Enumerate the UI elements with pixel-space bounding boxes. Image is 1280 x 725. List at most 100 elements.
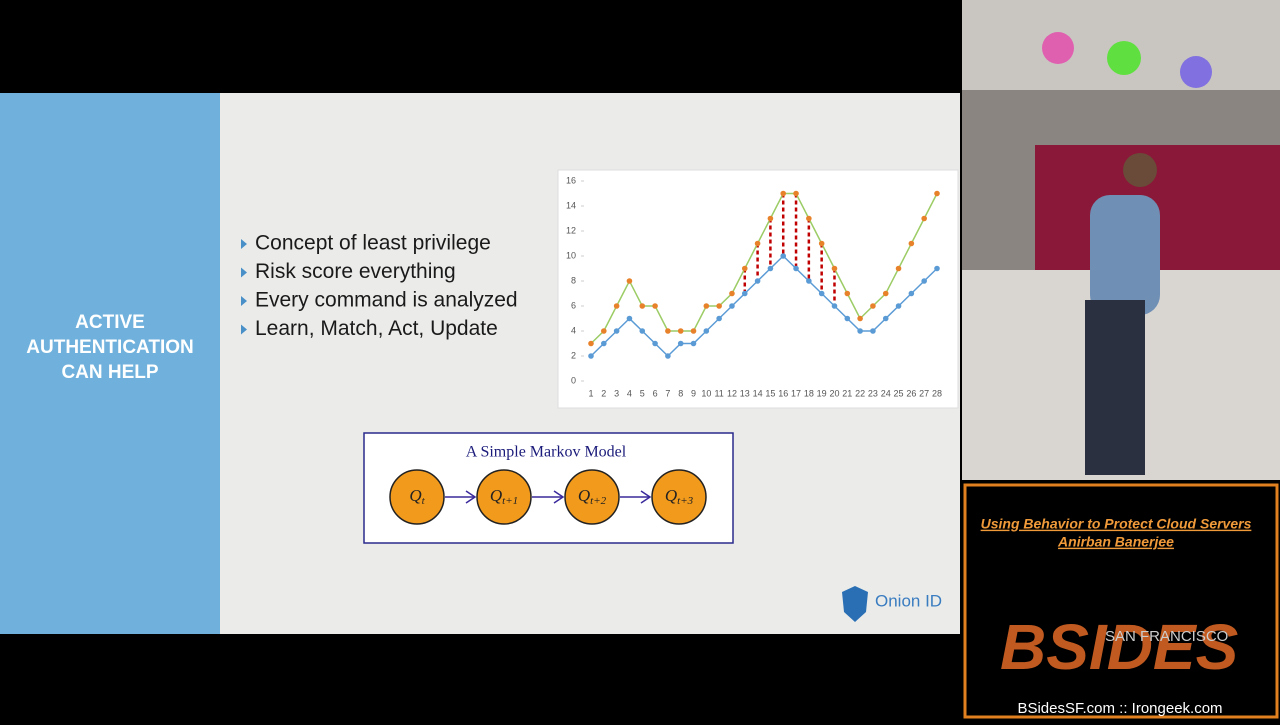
data-point: [741, 265, 748, 272]
x-tick-label: 22: [855, 388, 865, 398]
data-point: [677, 340, 684, 347]
x-tick-label: 19: [817, 388, 827, 398]
data-point: [857, 328, 863, 334]
y-tick-label: 2: [571, 350, 576, 360]
data-point: [652, 303, 658, 309]
data-point: [882, 315, 889, 322]
data-point: [831, 265, 838, 272]
data-point: [818, 240, 825, 247]
arrow-head: [465, 490, 477, 504]
data-point: [806, 278, 812, 284]
x-tick-label: 21: [842, 388, 852, 398]
data-point: [806, 215, 812, 222]
node-symbol: Q: [490, 486, 502, 505]
data-point: [626, 278, 633, 284]
talk-footer: BSidesSF.com :: Irongeek.com: [1017, 700, 1222, 717]
data-point: [754, 240, 761, 247]
x-tick-label: 10: [701, 388, 711, 398]
node-symbol: Q: [665, 486, 677, 505]
data-point: [601, 340, 607, 347]
x-tick-label: 7: [665, 388, 670, 398]
data-point: [652, 340, 658, 347]
data-point: [741, 290, 748, 297]
data-point: [729, 303, 735, 309]
data-point: [818, 290, 825, 297]
data-point: [716, 303, 722, 309]
speaker-legs: [1085, 300, 1145, 475]
stage-light: [1180, 56, 1212, 88]
x-tick-label: 17: [791, 388, 801, 398]
data-point: [639, 303, 646, 309]
markov-label: Qt: [409, 486, 425, 507]
bullet-marker: [241, 267, 247, 278]
data-point: [665, 328, 671, 334]
data-point: [857, 315, 863, 322]
series-line: [590, 254, 938, 358]
x-tick-label: 28: [932, 388, 942, 398]
markov-label: Qt+1: [490, 486, 518, 507]
markov-node: [389, 469, 445, 525]
bullet-text: Every command is analyzed: [255, 289, 518, 312]
bullet-text: Risk score everything: [255, 260, 456, 283]
y-tick-label: 4: [571, 325, 576, 335]
markov-label: Qt+2: [578, 486, 607, 507]
data-point: [934, 265, 940, 272]
x-tick-label: 1: [588, 388, 593, 398]
bullet-text: Learn, Match, Act, Update: [255, 317, 498, 340]
speaker: [1090, 195, 1160, 315]
node-symbol: Q: [409, 486, 421, 505]
y-tick-label: 8: [571, 275, 576, 285]
markov-label: Qt+3: [665, 486, 694, 507]
x-tick-label: 11: [714, 388, 723, 398]
chart-frame: [557, 169, 959, 409]
data-point: [831, 303, 838, 309]
data-point: [780, 253, 787, 259]
x-tick-label: 3: [614, 388, 619, 398]
x-tick-label: 2: [601, 388, 606, 398]
data-point: [895, 303, 902, 309]
data-point: [729, 290, 735, 297]
data-point: [767, 215, 774, 222]
y-tick-label: 12: [566, 225, 576, 235]
markov-node: [564, 469, 620, 525]
stage-light: [1107, 41, 1141, 75]
speaker-head: [1123, 153, 1157, 187]
data-point: [908, 290, 915, 297]
data-point: [639, 328, 646, 334]
x-tick-label: 24: [881, 388, 891, 398]
data-point: [780, 190, 787, 197]
x-tick-label: 9: [691, 388, 696, 398]
logo-text: Onion ID: [875, 591, 942, 610]
y-tick-label: 6: [571, 300, 576, 310]
x-tick-label: 16: [778, 388, 788, 398]
bsides-city: SAN FRANCISCO: [1105, 628, 1228, 645]
x-tick-label: 5: [640, 388, 645, 398]
data-point: [844, 315, 851, 322]
data-point: [934, 190, 940, 197]
talk-panel: [963, 483, 1279, 719]
series-line: [590, 192, 938, 345]
node-subscript: t+3: [677, 495, 693, 507]
data-point: [588, 340, 594, 347]
node-subscript: t+2: [590, 495, 606, 507]
data-point: [665, 353, 671, 359]
data-point: [754, 278, 761, 284]
y-tick-label: 16: [566, 175, 576, 185]
data-point: [613, 328, 620, 334]
x-tick-label: 25: [894, 388, 904, 398]
x-tick-label: 14: [753, 388, 763, 398]
data-point: [703, 303, 710, 309]
x-tick-label: 26: [906, 388, 916, 398]
logo-icon: [842, 586, 868, 622]
node-subscript: t+1: [502, 495, 518, 507]
data-point: [703, 328, 710, 334]
stage-light: [1042, 32, 1074, 64]
y-tick-label: 0: [571, 375, 576, 385]
markov-node: [651, 469, 707, 525]
x-tick-label: 6: [653, 388, 658, 398]
data-point: [870, 303, 876, 309]
data-point: [626, 315, 633, 322]
y-tick-label: 14: [566, 200, 576, 210]
data-point: [882, 290, 889, 297]
